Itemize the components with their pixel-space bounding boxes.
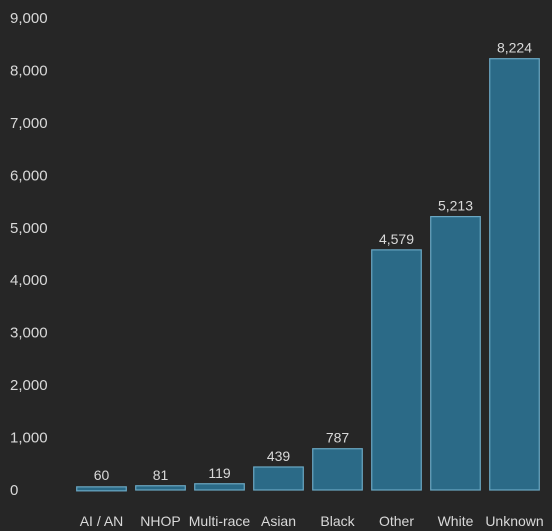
bar-multi-race: [194, 483, 245, 491]
bar-black: [312, 448, 363, 491]
x-category-label: Multi-race: [189, 513, 251, 529]
bar-asian: [253, 466, 304, 491]
x-category-label: Unknown: [485, 513, 543, 529]
y-tick-label: 7,000: [10, 115, 48, 132]
y-tick-label: 6,000: [10, 167, 48, 184]
x-category-label: White: [438, 513, 474, 529]
data-label: 81: [153, 467, 169, 483]
data-label: 4,579: [379, 231, 414, 247]
x-category-label: Black: [320, 513, 355, 529]
data-label: 787: [326, 430, 350, 446]
x-axis: AI / AN NHOP Multi-race Asian Black Other Whit…: [80, 513, 544, 529]
y-tick-label: 9,000: [10, 10, 48, 27]
bar-ai-an: [76, 486, 127, 492]
bar-white: [430, 216, 481, 491]
y-axis: 0 1,000 2,000 3,000 4,000 5,000 6,000 7,000 8,00…: [10, 10, 48, 499]
data-label: 119: [208, 465, 231, 481]
y-tick-label: 5,000: [10, 220, 48, 237]
y-tick-label: 3,000: [10, 325, 48, 342]
y-tick-label: 0: [10, 482, 18, 499]
bar-other: [371, 249, 422, 491]
y-tick-label: 1,000: [10, 430, 48, 447]
bar-unknown: [489, 58, 540, 491]
x-category-label: Asian: [261, 513, 296, 529]
bar-nhop: [135, 485, 186, 491]
x-category-label: NHOP: [140, 513, 180, 529]
data-label: 5,213: [438, 198, 473, 214]
data-label: 8,224: [497, 40, 532, 56]
y-tick-label: 8,000: [10, 62, 48, 79]
data-label: 60: [94, 467, 110, 483]
y-tick-label: 4,000: [10, 272, 48, 289]
x-category-label: Other: [379, 513, 414, 529]
x-category-label: AI / AN: [80, 513, 124, 529]
bars-group: [76, 58, 540, 492]
data-label: 439: [267, 448, 291, 464]
y-tick-label: 2,000: [10, 377, 48, 394]
data-labels-group: 60 81 119 439 787 4,579 5,213 8,224: [94, 40, 533, 483]
